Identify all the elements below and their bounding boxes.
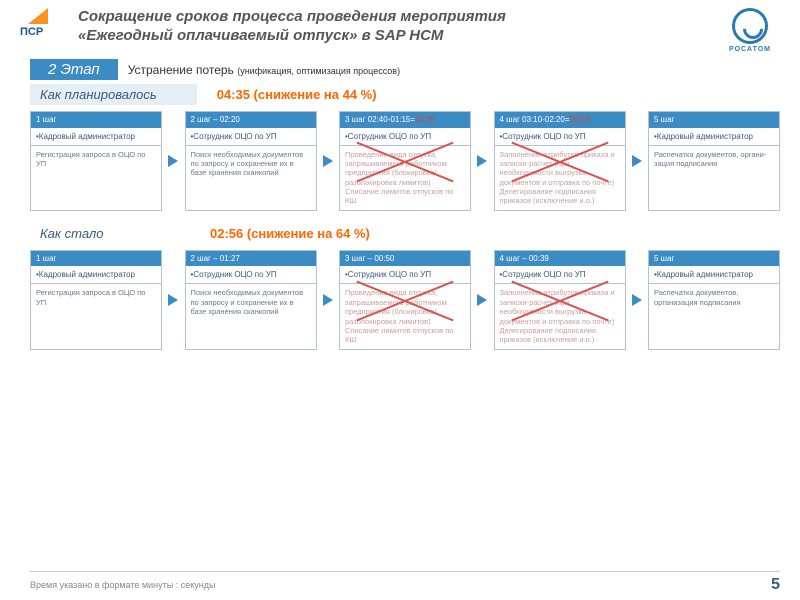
section-actual-header: Как стало 02:56 (снижение на 64 %) xyxy=(30,223,800,244)
step-card: 1 шаг•Кадровый администраторРегистрация … xyxy=(30,250,162,350)
step-role: •Сотрудник ОЦО по УП xyxy=(186,266,316,284)
step-header: 4 шаг – 00:39 xyxy=(495,251,625,267)
section-planned-label: Как планировалось xyxy=(30,84,197,105)
section-actual-metric: 02:56 (снижение на 64 %) xyxy=(210,226,370,241)
stage-badge: 2 Этап xyxy=(30,59,118,80)
step-body: Проведение вида отпуска, запрашиваемого … xyxy=(340,284,470,348)
step-role: •Сотрудник ОЦО по УП xyxy=(340,128,470,146)
step-card: 2 шаг – 02:20•Сотрудник ОЦО по УППоиск н… xyxy=(185,111,317,211)
section-actual-label: Как стало xyxy=(30,223,190,244)
step-body: Проведение вида отпуска, запрашиваемого … xyxy=(340,146,470,210)
arrow-icon xyxy=(477,155,487,167)
step-role: •Сотрудник ОЦО по УП xyxy=(340,266,470,284)
step-card: 4 шаг – 00:39•Сотрудник ОЦО по УПЗаполне… xyxy=(494,250,626,350)
arrow-icon xyxy=(632,294,642,306)
logo-psr-text: ПСР xyxy=(20,26,43,38)
step-card: 4 шаг 03:10-02:20=00:50•Сотрудник ОЦО по… xyxy=(494,111,626,211)
step-body: Поиск необходимых документов по запросу … xyxy=(186,284,316,348)
arrow-icon xyxy=(323,155,333,167)
step-card: 3 шаг 02:40-01:15=01:25•Сотрудник ОЦО по… xyxy=(339,111,471,211)
step-body: Распечатка документов, организация подпи… xyxy=(649,284,779,348)
arrow-icon xyxy=(168,155,178,167)
step-header: 3 шаг 02:40-01:15=01:25 xyxy=(340,112,470,128)
step-body: Регистрация запроса в ОЦО по УП xyxy=(31,146,161,210)
step-card: 5 шаг•Кадровый администраторРаспечатка д… xyxy=(648,111,780,211)
footer: Время указано в формате минуты : секунды… xyxy=(30,571,780,594)
step-role: •Сотрудник ОЦО по УП xyxy=(495,266,625,284)
step-header: 4 шаг 03:10-02:20=00:50 xyxy=(495,112,625,128)
page-number: 5 xyxy=(771,576,780,594)
arrow-icon xyxy=(168,294,178,306)
step-header: 5 шаг xyxy=(649,251,779,267)
step-body: Распечатка документов, органи-зация подп… xyxy=(649,146,779,210)
step-role: •Сотрудник ОЦО по УП xyxy=(495,128,625,146)
step-header: 3 шаг – 00:50 xyxy=(340,251,470,267)
header: ПСР Сокращение сроков процесса проведени… xyxy=(0,0,800,57)
rosatom-icon xyxy=(732,8,768,44)
step-body: Регистрация запроса в ОЦО по УП xyxy=(31,284,161,348)
flow-planned: 1 шаг•Кадровый администраторРегистрация … xyxy=(0,107,800,219)
section-planned-metric: 04:35 (снижение на 44 %) xyxy=(217,87,377,102)
step-card: 5 шаг•Кадровый администраторРаспечатка д… xyxy=(648,250,780,350)
logo-rosatom: РОСАТОМ xyxy=(720,8,780,53)
section-planned-header: Как планировалось 04:35 (снижение на 44 … xyxy=(30,84,800,105)
step-header: 1 шаг xyxy=(31,112,161,128)
step-header: 1 шаг xyxy=(31,251,161,267)
step-card: 2 шаг – 01:27•Сотрудник ОЦО по УППоиск н… xyxy=(185,250,317,350)
page-title: Сокращение сроков процесса проведения ме… xyxy=(78,8,720,46)
step-role: •Сотрудник ОЦО по УП xyxy=(186,128,316,146)
step-header: 5 шаг xyxy=(649,112,779,128)
step-body: Заполнение атрибутов приказа и записки-р… xyxy=(495,146,625,210)
step-header: 2 шаг – 02:20 xyxy=(186,112,316,128)
stage-subtitle: Устранение потерь (унификация, оптимизац… xyxy=(128,63,400,77)
stage-row: 2 Этап Устранение потерь (унификация, оп… xyxy=(30,59,800,80)
arrow-icon xyxy=(323,294,333,306)
arrow-icon xyxy=(632,155,642,167)
step-role: •Кадровый администратор xyxy=(649,266,779,284)
step-body: Поиск необходимых документов по запросу … xyxy=(186,146,316,210)
step-body: Заполнение атрибутов приказа и записки-р… xyxy=(495,284,625,348)
step-header: 2 шаг – 01:27 xyxy=(186,251,316,267)
step-role: •Кадровый администратор xyxy=(649,128,779,146)
logo-rosatom-text: РОСАТОМ xyxy=(720,46,780,53)
logo-psr: ПСР xyxy=(20,8,70,44)
step-card: 1 шаг•Кадровый администраторРегистрация … xyxy=(30,111,162,211)
step-card: 3 шаг – 00:50•Сотрудник ОЦО по УППроведе… xyxy=(339,250,471,350)
flow-actual: 1 шаг•Кадровый администраторРегистрация … xyxy=(0,246,800,358)
footer-note: Время указано в формате минуты : секунды xyxy=(30,580,215,590)
step-role: •Кадровый администратор xyxy=(31,128,161,146)
arrow-icon xyxy=(477,294,487,306)
step-role: •Кадровый администратор xyxy=(31,266,161,284)
